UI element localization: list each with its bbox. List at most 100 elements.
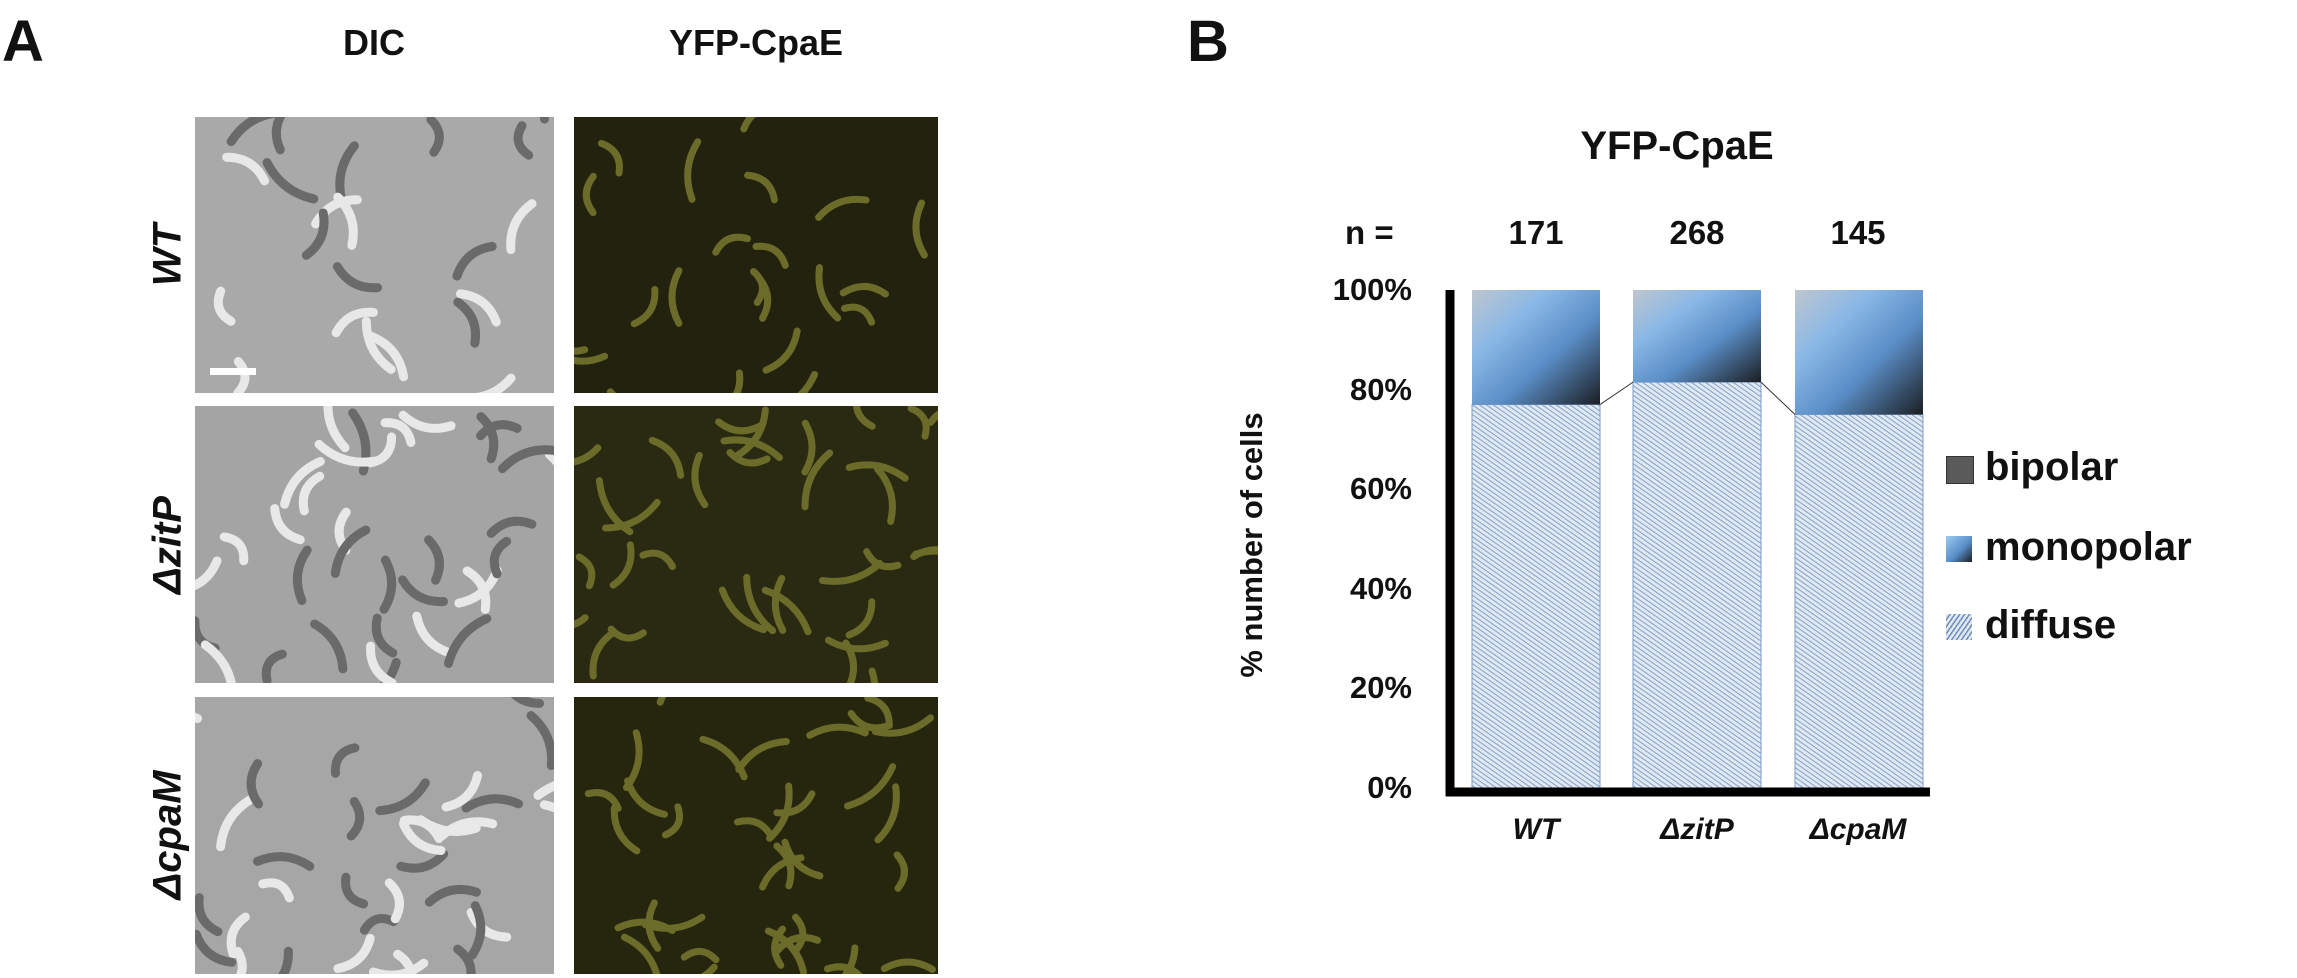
cell (544, 449, 554, 466)
cell (622, 729, 643, 792)
cell (513, 121, 534, 160)
cell (863, 548, 902, 571)
cell (815, 264, 842, 322)
cell (526, 711, 554, 771)
cell (853, 406, 876, 430)
cell (335, 141, 359, 206)
cell (574, 346, 589, 355)
bar-diffuse-1 (1632, 381, 1762, 789)
cell (398, 575, 449, 607)
cell (841, 944, 859, 974)
cell (195, 712, 203, 723)
cell (601, 498, 661, 532)
dic-image-cpam (195, 697, 554, 974)
legend-swatch-diffuse (1946, 614, 1972, 640)
cell (639, 549, 677, 571)
cell-layer (213, 117, 550, 393)
cell (648, 436, 685, 479)
bar-monopolar-2 (1795, 290, 1923, 415)
cell (476, 373, 516, 393)
y-tick-label: 20% (1349, 670, 1412, 706)
cell (461, 794, 524, 813)
cell (441, 770, 483, 812)
cell (301, 208, 329, 260)
cell (609, 541, 635, 589)
cell (271, 117, 286, 155)
cell (379, 555, 397, 614)
cell (311, 195, 362, 229)
cell (222, 152, 270, 186)
cell (359, 914, 399, 935)
cell (506, 199, 537, 255)
n-label: n = (1345, 214, 1394, 251)
cell (871, 714, 934, 737)
cell (700, 963, 718, 974)
cell (384, 878, 404, 924)
cell (443, 614, 492, 668)
cell (533, 781, 554, 800)
cell (839, 282, 889, 298)
n-value-cpam: 145 (1830, 214, 1886, 251)
cell (880, 958, 936, 973)
cell (371, 613, 398, 658)
x-label-wt: WT (1512, 813, 1560, 846)
legend-label-monopolar: monopolar (1985, 525, 2192, 569)
cell (773, 842, 795, 890)
cell (346, 796, 365, 841)
x-label-cpam: ΔcpaM (1809, 813, 1907, 846)
cell (416, 815, 481, 836)
cell (453, 297, 481, 348)
cell (668, 267, 683, 327)
cell (341, 872, 369, 909)
cell (927, 410, 938, 426)
cell (874, 465, 896, 525)
yfp-image-zitp (574, 406, 938, 683)
legend-swatch-bipolar (1946, 456, 1974, 484)
cell (712, 233, 751, 256)
cell (868, 667, 879, 683)
cell (426, 117, 444, 157)
cell (845, 598, 876, 639)
row-label-zitp: ΔzitP (145, 496, 190, 594)
cell (368, 958, 429, 974)
bar-monopolar-0 (1472, 290, 1600, 405)
legend-label-diffuse: diffuse (1985, 603, 2117, 647)
y-tick-label: 60% (1349, 471, 1412, 507)
cell (424, 885, 481, 907)
cell (684, 138, 702, 203)
cell (824, 636, 889, 653)
series-connector-line (1599, 381, 1634, 405)
cell (574, 444, 602, 466)
cell (398, 819, 446, 855)
cell (645, 899, 662, 952)
cell (195, 893, 223, 937)
cell (574, 352, 609, 365)
cell (691, 451, 709, 509)
legend-swatch-monopolar (1946, 536, 1972, 562)
cell (332, 262, 383, 293)
cell (380, 418, 416, 447)
cell (761, 586, 812, 636)
cell (874, 783, 900, 844)
cell (412, 611, 454, 658)
cell (726, 449, 771, 467)
cell (574, 614, 589, 628)
cell (610, 804, 641, 855)
cell-layer (574, 406, 938, 683)
cell (330, 743, 360, 778)
cell (791, 913, 807, 954)
cell (453, 944, 476, 974)
cell (396, 849, 449, 873)
cell (226, 117, 281, 147)
cell (213, 286, 236, 326)
cell (781, 838, 824, 880)
cell (510, 697, 545, 708)
cell-layer (584, 697, 936, 974)
cell (774, 934, 822, 954)
cell (630, 286, 659, 328)
cell (216, 794, 256, 852)
cell (270, 504, 305, 545)
cell (398, 410, 456, 433)
cell (907, 406, 930, 440)
cell (258, 878, 294, 903)
